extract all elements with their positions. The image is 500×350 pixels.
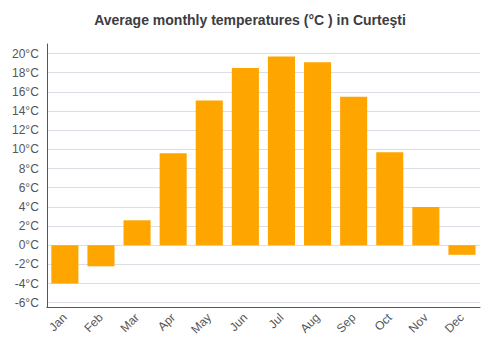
svg-text:-2°C: -2°C xyxy=(15,257,39,271)
svg-text:-4°C: -4°C xyxy=(15,277,39,291)
svg-text:Feb: Feb xyxy=(81,310,106,335)
svg-text:4°C: 4°C xyxy=(19,200,39,214)
svg-text:-6°C: -6°C xyxy=(15,296,39,310)
svg-text:Jun: Jun xyxy=(227,311,251,335)
svg-text:Apr: Apr xyxy=(155,311,178,334)
svg-text:20°C: 20°C xyxy=(12,47,39,61)
svg-text:Mar: Mar xyxy=(118,311,143,335)
svg-text:8°C: 8°C xyxy=(19,162,39,176)
svg-text:18°C: 18°C xyxy=(12,66,39,80)
svg-text:Jan: Jan xyxy=(46,311,70,335)
svg-text:10°C: 10°C xyxy=(12,142,39,156)
svg-text:Jul: Jul xyxy=(266,311,287,332)
svg-text:Aug: Aug xyxy=(298,311,323,336)
svg-text:Dec: Dec xyxy=(442,311,467,336)
svg-text:14°C: 14°C xyxy=(12,104,39,118)
svg-text:May: May xyxy=(188,311,214,337)
svg-text:16°C: 16°C xyxy=(12,85,39,99)
svg-text:Average monthly temperatures (: Average monthly temperatures (°C ) in Cu… xyxy=(94,12,406,28)
svg-text:Nov: Nov xyxy=(406,311,431,336)
svg-text:2°C: 2°C xyxy=(19,219,39,233)
svg-text:12°C: 12°C xyxy=(12,123,39,137)
svg-text:6°C: 6°C xyxy=(19,181,39,195)
svg-text:0°C: 0°C xyxy=(19,238,39,252)
svg-text:Sep: Sep xyxy=(334,310,359,335)
svg-text:Oct: Oct xyxy=(372,310,396,334)
